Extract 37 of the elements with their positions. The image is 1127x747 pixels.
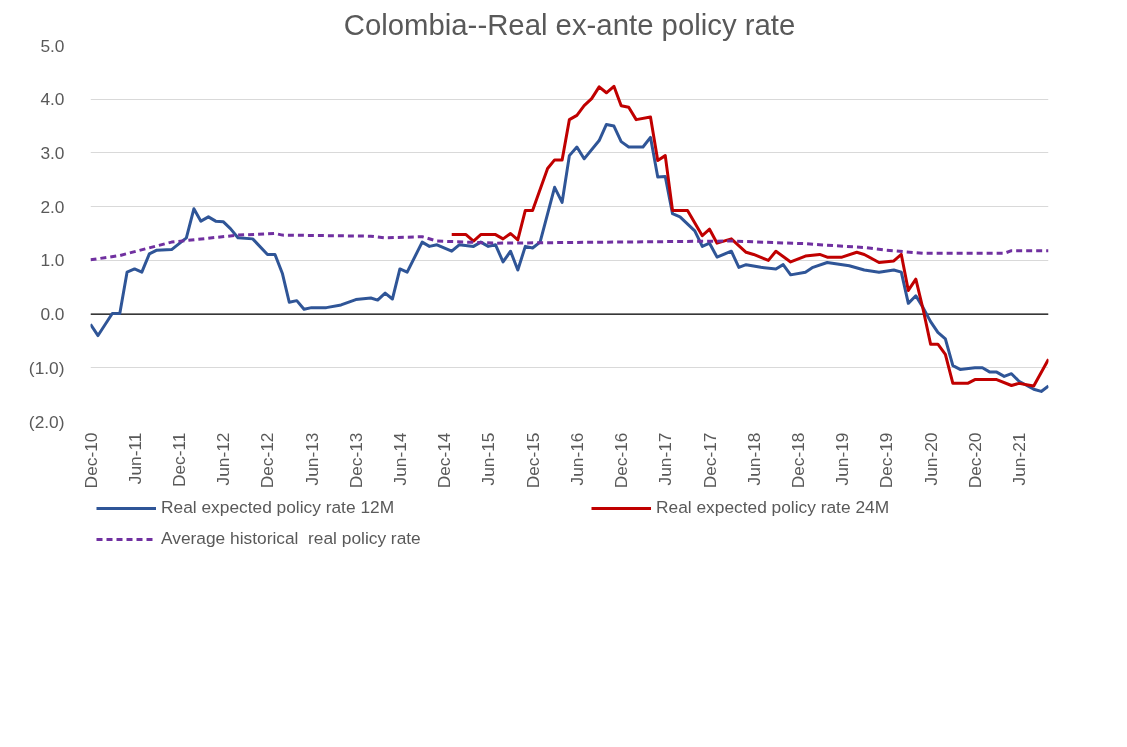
x-tick-label: Dec-16 — [611, 432, 632, 489]
legend-label: Average historical real policy rate — [161, 528, 422, 549]
x-tick-label: Jun-18 — [743, 432, 764, 486]
legend-label: Real expected policy rate 24M — [656, 497, 891, 518]
x-tick-label: Jun-11 — [124, 432, 145, 485]
x-tick-label: Dec-19 — [876, 432, 897, 489]
x-tick-label: Dec-10 — [80, 432, 101, 489]
y-tick-label: 1.0 — [40, 250, 65, 271]
x-tick-label: Jun-13 — [301, 432, 322, 486]
x-tick-label: Dec-13 — [345, 432, 366, 489]
line-series — [90, 232, 1049, 262]
x-tick-label: Dec-15 — [522, 432, 543, 489]
x-tick-label: Dec-17 — [699, 432, 720, 489]
x-tick-label: Jun-12 — [213, 432, 234, 486]
x-tick-label: Jun-15 — [478, 432, 499, 486]
x-tick-label: Jun-19 — [831, 432, 852, 486]
line-series — [450, 84, 1049, 388]
y-tick-label: 0.0 — [40, 304, 65, 325]
chart-title: Colombia--Real ex-ante policy rate — [343, 7, 796, 41]
y-tick-label: 2.0 — [40, 196, 65, 217]
y-tick-label: 4.0 — [40, 89, 65, 110]
y-tick-label: 3.0 — [40, 142, 65, 163]
x-tick-label: Dec-14 — [434, 432, 455, 489]
x-tick-label: Jun-16 — [566, 432, 587, 486]
x-tick-label: Jun-21 — [1008, 432, 1029, 486]
line-series — [90, 122, 1049, 393]
x-tick-label: Dec-20 — [964, 432, 985, 489]
x-tick-label: Dec-12 — [257, 432, 278, 489]
legend-label: Real expected policy rate 12M — [161, 497, 396, 518]
y-tick-label: (2.0) — [28, 411, 65, 432]
x-tick-label: Jun-17 — [655, 432, 676, 486]
y-tick-label: 5.0 — [40, 35, 65, 56]
x-tick-label: Dec-18 — [787, 432, 808, 489]
x-tick-label: Jun-20 — [920, 432, 941, 486]
y-tick-label: (1.0) — [28, 357, 65, 378]
x-tick-label: Jun-14 — [389, 432, 410, 486]
x-tick-label: Dec-11 — [168, 432, 189, 488]
